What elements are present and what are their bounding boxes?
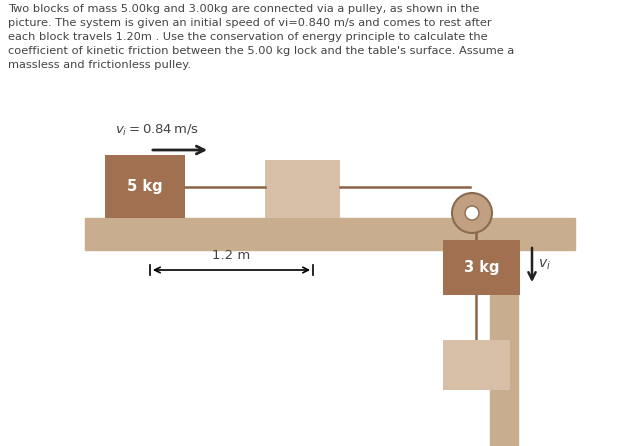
Text: $v_i$: $v_i$ [538,258,551,272]
Text: 5 kg: 5 kg [127,179,163,194]
Bar [443,240,520,295]
Text: Two blocks of mass 5.00kg and 3.00kg are connected via a pulley, as shown in the: Two blocks of mass 5.00kg and 3.00kg are… [8,4,514,70]
Circle shape [452,193,492,233]
Text: $v_i = 0.84\,\mathrm{m/s}$: $v_i = 0.84\,\mathrm{m/s}$ [115,123,199,138]
Bar [443,340,510,390]
Bar [265,160,340,218]
Circle shape [465,206,479,220]
Bar [105,155,185,218]
Text: 1.2 m: 1.2 m [212,249,251,262]
Text: 3 kg: 3 kg [464,260,500,275]
